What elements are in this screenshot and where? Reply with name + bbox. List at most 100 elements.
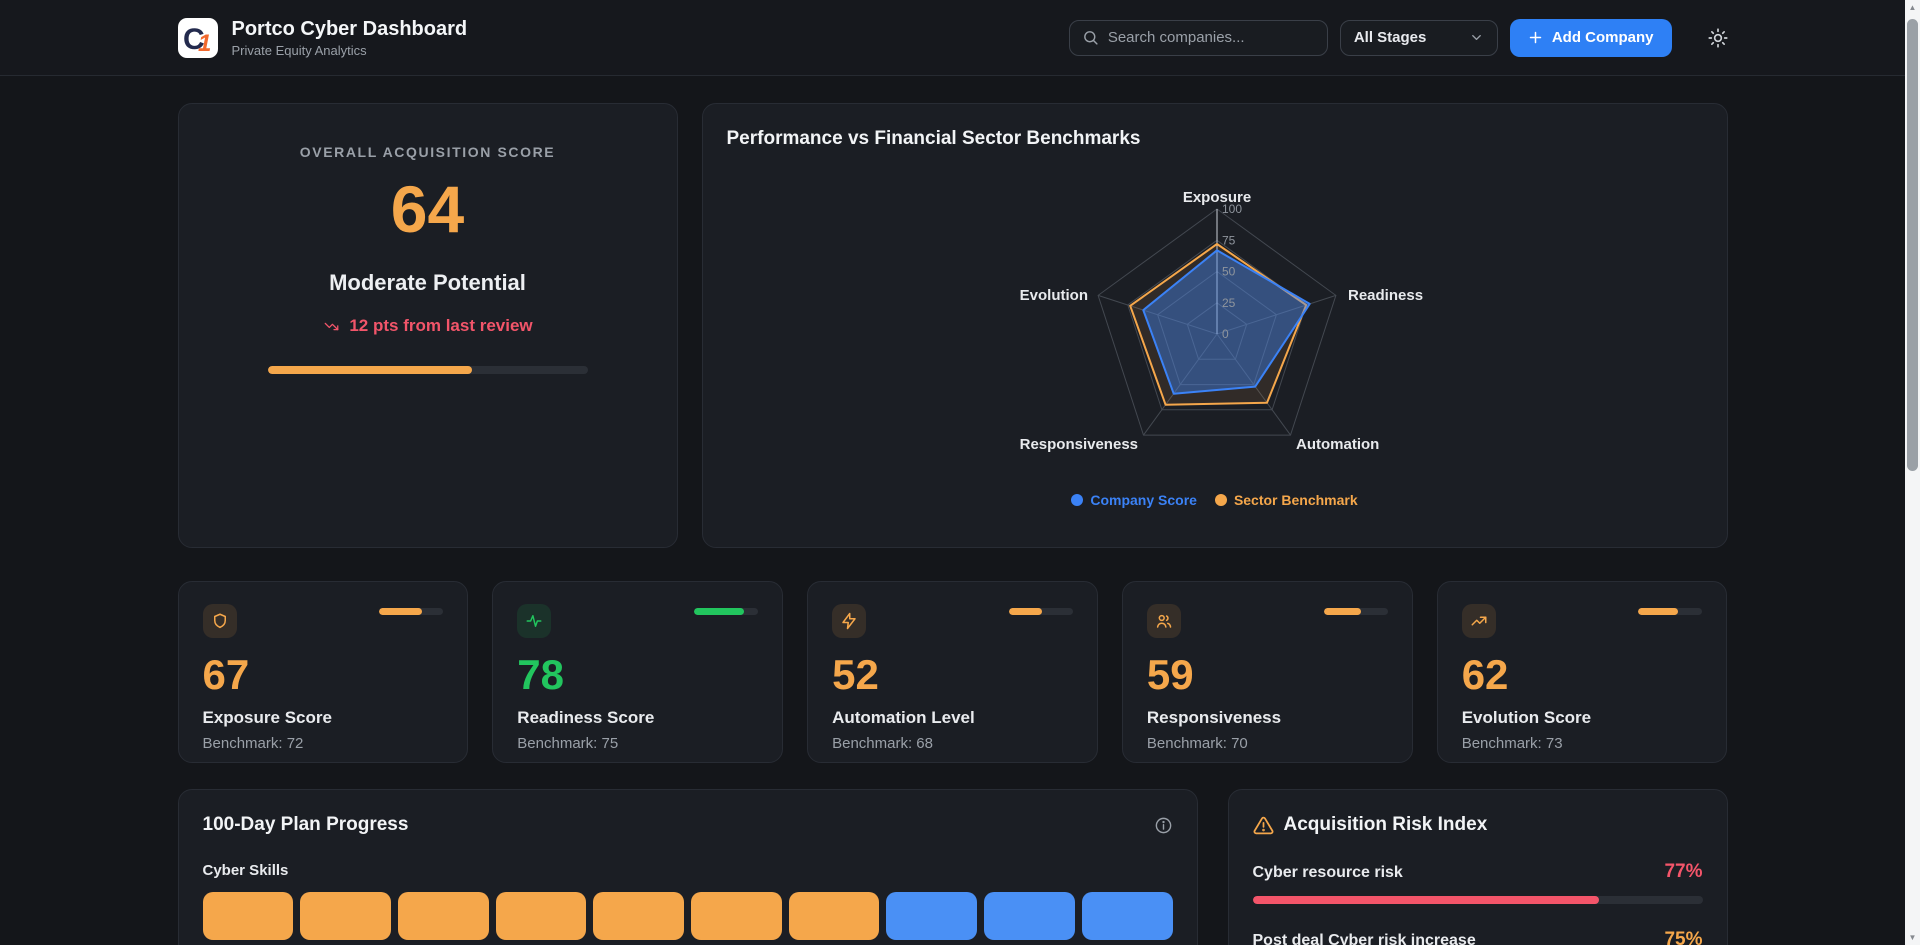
risk-index-card: Acquisition Risk Index Cyber resource ri… xyxy=(1227,789,1728,945)
brand: C 1 Portco Cyber Dashboard Private Equit… xyxy=(177,17,468,58)
metric-icon-tile xyxy=(832,604,867,638)
metric-progress-fill xyxy=(1323,608,1362,615)
info-button[interactable] xyxy=(1154,816,1173,835)
skill-segment-pending xyxy=(984,892,1075,940)
metric-value: 78 xyxy=(517,651,565,698)
activity-icon xyxy=(525,612,543,630)
legend-dot-company xyxy=(1071,494,1084,506)
metric-label: Evolution Score xyxy=(1461,708,1592,727)
info-icon xyxy=(1154,816,1173,835)
skill-segment-done xyxy=(397,892,489,940)
radar-card-title: Performance vs Financial Sector Benchmar… xyxy=(726,128,1141,149)
metric-benchmark: Benchmark: 75 xyxy=(517,735,619,752)
metric-progress-track xyxy=(694,608,759,615)
svg-text:100: 100 xyxy=(1222,202,1242,216)
svg-text:0: 0 xyxy=(1222,327,1229,341)
scrollbar-thumb[interactable] xyxy=(1907,19,1918,471)
legend-label-company: Company Score xyxy=(1090,492,1197,508)
plan-card-title: 100-Day Plan Progress xyxy=(202,814,409,835)
skill-category-label: Cyber Skills xyxy=(202,862,289,879)
overall-progress-fill xyxy=(267,366,473,374)
score-delta-text: 12 pts from last review xyxy=(349,316,533,335)
sun-icon xyxy=(1707,27,1728,48)
stage-filter-select[interactable]: All Stages xyxy=(1339,19,1498,56)
metric-icon-tile xyxy=(202,604,237,638)
overall-score-rating: Moderate Potential xyxy=(329,270,526,295)
risk-row-label: Cyber resource risk xyxy=(1252,864,1403,881)
metric-benchmark: Benchmark: 73 xyxy=(1461,735,1563,752)
metric-icon-tile xyxy=(1461,604,1496,638)
metric-progress-fill xyxy=(379,608,423,615)
metric-benchmark: Benchmark: 68 xyxy=(832,735,933,752)
metric-label: Automation Level xyxy=(832,708,975,727)
metric-label: Exposure Score xyxy=(202,708,332,727)
legend-label-benchmark: Sector Benchmark xyxy=(1233,492,1358,508)
skill-segment-done xyxy=(300,892,391,940)
skill-segment-pending xyxy=(886,892,978,940)
metric-value: 52 xyxy=(832,651,879,698)
scrollbar[interactable]: ▲ ▼ xyxy=(1905,0,1920,945)
overall-progress-track xyxy=(267,366,588,374)
add-company-button[interactable]: Add Company xyxy=(1509,18,1672,57)
search-box[interactable] xyxy=(1068,19,1328,56)
metric-card: 67 Exposure Score Benchmark: 72 xyxy=(177,581,469,763)
risk-row-label: Post deal Cyber risk increase xyxy=(1252,932,1476,945)
c1-logo-icon: C 1 xyxy=(183,23,211,57)
risk-progress-fill xyxy=(1252,896,1599,904)
svg-text:50: 50 xyxy=(1222,265,1236,279)
svg-text:25: 25 xyxy=(1222,296,1236,310)
add-company-label: Add Company xyxy=(1551,29,1654,46)
scrollbar-down-arrow[interactable]: ▼ xyxy=(1908,933,1917,942)
page-title: Portco Cyber Dashboard xyxy=(231,18,468,40)
search-input[interactable] xyxy=(1107,29,1315,46)
metric-value: 67 xyxy=(202,651,250,698)
header: C 1 Portco Cyber Dashboard Private Equit… xyxy=(0,0,1905,76)
risk-progress-track xyxy=(1252,896,1703,904)
metric-icon-tile xyxy=(1146,604,1181,638)
svg-text:C: C xyxy=(183,23,205,56)
users-icon xyxy=(1155,612,1173,630)
svg-text:1: 1 xyxy=(198,30,211,57)
scrollbar-up-arrow[interactable]: ▲ xyxy=(1908,3,1917,12)
skill-segment-done xyxy=(495,892,587,940)
overall-score-label: OVERALL ACQUISITION SCORE xyxy=(299,144,556,160)
theme-toggle-button[interactable] xyxy=(1707,27,1728,48)
metric-label: Readiness Score xyxy=(517,708,655,727)
metric-progress-track xyxy=(1008,608,1073,615)
legend-item-company: Company Score xyxy=(1071,492,1197,508)
risk-row-value: 75% xyxy=(1664,929,1703,945)
trending-up-icon xyxy=(1470,612,1488,630)
metric-progress-fill xyxy=(694,608,744,615)
metric-card: 78 Readiness Score Benchmark: 75 xyxy=(492,581,784,763)
search-icon xyxy=(1082,29,1099,46)
plus-icon xyxy=(1528,30,1543,45)
svg-text:75: 75 xyxy=(1222,233,1236,247)
metric-card: 52 Automation Level Benchmark: 68 xyxy=(807,581,1098,763)
svg-text:Responsiveness: Responsiveness xyxy=(1019,436,1137,453)
svg-text:Evolution: Evolution xyxy=(1019,287,1087,304)
metric-card: 62 Evolution Score Benchmark: 73 xyxy=(1436,581,1728,763)
radar-legend: Company Score Sector Benchmark xyxy=(727,492,1703,508)
metric-icon-tile xyxy=(517,604,552,638)
skill-segment-done xyxy=(691,892,782,940)
metric-progress-track xyxy=(1638,608,1703,615)
metric-card: 59 Responsiveness Benchmark: 70 xyxy=(1121,581,1413,763)
svg-text:Readiness: Readiness xyxy=(1348,287,1423,304)
skill-segment-done xyxy=(788,892,880,940)
legend-dot-benchmark xyxy=(1214,494,1227,506)
metric-label: Responsiveness xyxy=(1146,708,1282,727)
warning-icon xyxy=(1253,815,1274,836)
svg-text:Automation: Automation xyxy=(1296,436,1379,453)
metric-progress-track xyxy=(379,608,444,615)
risk-row: Cyber resource risk 77% xyxy=(1252,861,1703,904)
plan-progress-card: 100-Day Plan Progress Cyber Skills xyxy=(177,789,1198,945)
metric-progress-track xyxy=(1323,608,1388,615)
metric-progress-fill xyxy=(1008,608,1043,615)
metric-benchmark: Benchmark: 72 xyxy=(202,735,304,752)
skill-segment-done xyxy=(202,892,294,940)
chevron-down-icon xyxy=(1469,30,1484,45)
metric-cards-row: 67 Exposure Score Benchmark: 72 78 Readi… xyxy=(177,581,1728,763)
legend-item-benchmark: Sector Benchmark xyxy=(1214,492,1358,508)
risk-row-value: 77% xyxy=(1664,861,1703,882)
